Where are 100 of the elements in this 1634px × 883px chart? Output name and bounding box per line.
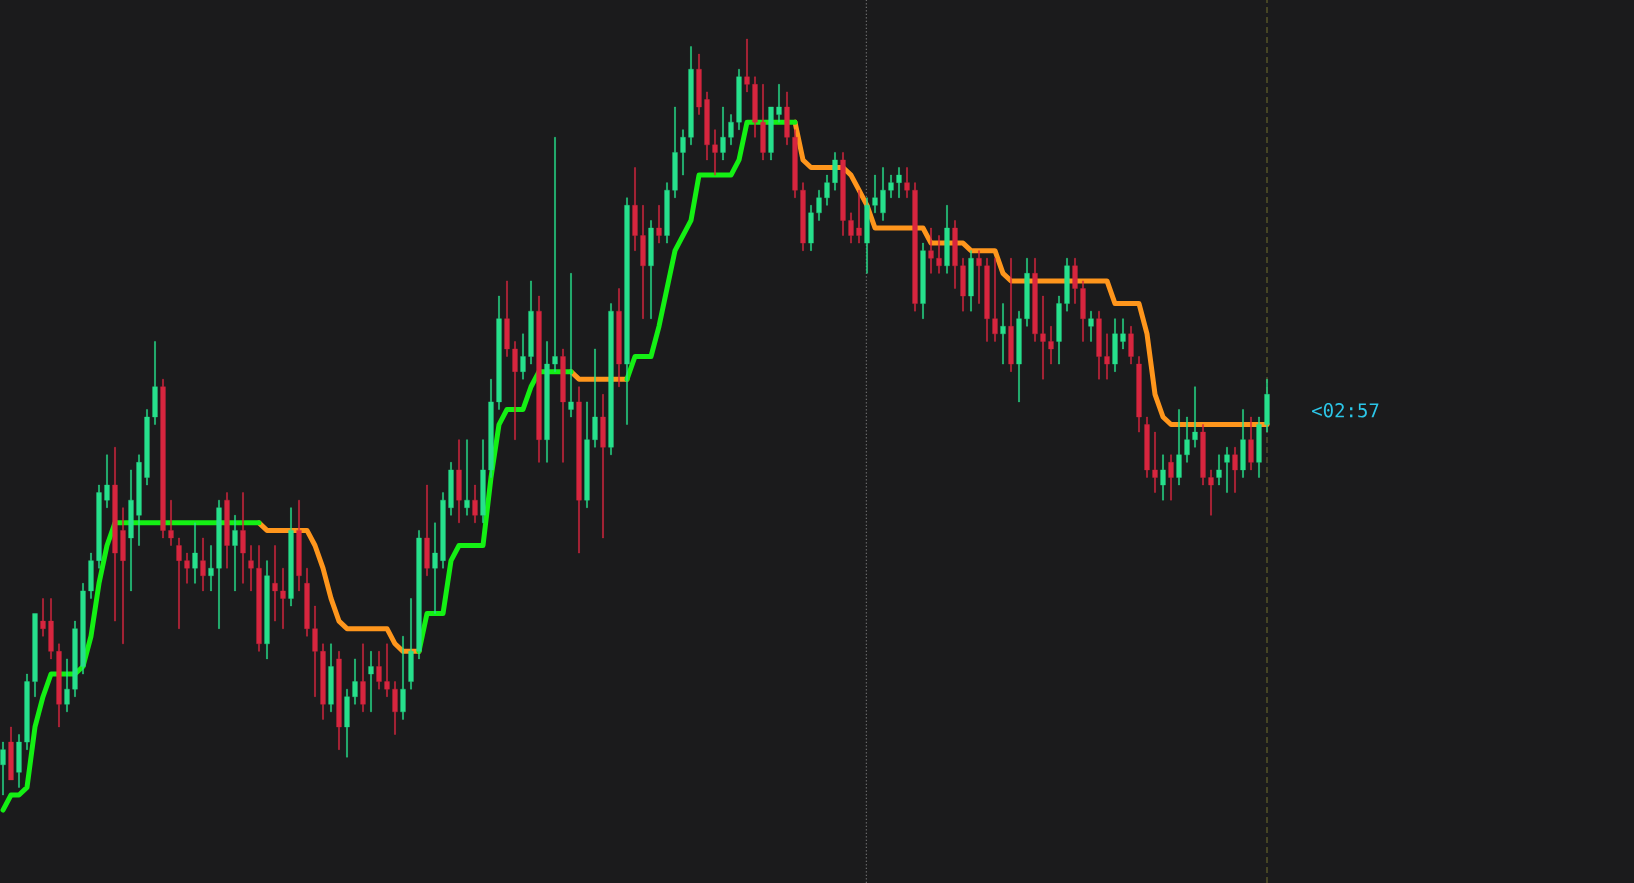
candlestick — [1048, 326, 1054, 365]
candlestick — [192, 522, 198, 584]
candlestick — [184, 552, 190, 584]
candlestick — [344, 688, 350, 758]
candlestick — [104, 454, 110, 508]
candlestick — [728, 114, 734, 146]
candlestick — [368, 651, 374, 713]
candlestick — [1080, 280, 1086, 342]
candlestick — [792, 129, 798, 198]
candlestick — [488, 378, 494, 478]
candlestick — [496, 295, 502, 410]
candlestick — [544, 341, 550, 463]
candlestick — [424, 484, 430, 576]
candlestick — [8, 726, 14, 781]
candlestick — [656, 205, 662, 244]
candlestick — [1216, 454, 1222, 486]
candlestick — [480, 439, 486, 524]
candlestick — [152, 341, 158, 425]
candlestick — [448, 462, 454, 516]
candlestick — [304, 568, 310, 637]
candlestick — [640, 205, 646, 319]
candlestick — [264, 560, 270, 660]
candlestick — [1208, 469, 1214, 516]
candlestick — [992, 258, 998, 342]
candlestick — [72, 620, 78, 697]
candlestick — [248, 545, 254, 592]
candlestick — [56, 643, 62, 728]
candlestick — [736, 69, 742, 130]
candlestick — [112, 447, 118, 622]
candlestick — [984, 258, 990, 342]
candlestick — [320, 643, 326, 720]
candlestick — [552, 137, 558, 372]
candlestick — [128, 469, 134, 592]
candlestick — [824, 174, 830, 206]
candlestick — [32, 613, 38, 697]
candlestick — [160, 378, 166, 539]
candlestick — [224, 492, 230, 569]
candlestick — [816, 189, 822, 221]
candlestick — [600, 394, 606, 539]
candlestick — [1256, 416, 1262, 478]
candlestick — [768, 106, 774, 161]
candlestick — [680, 129, 686, 176]
candlestick — [1248, 416, 1254, 471]
candlestick — [504, 280, 510, 357]
candlestick — [776, 84, 782, 123]
candlestick — [376, 651, 382, 690]
candlestick — [808, 205, 814, 251]
candlestick — [560, 348, 566, 463]
candlestick — [1264, 378, 1270, 433]
candlestick — [744, 38, 750, 93]
candlestick — [880, 167, 886, 221]
candlestick — [16, 734, 22, 788]
candlestick — [1232, 447, 1238, 493]
candlestick — [904, 167, 910, 198]
candlestick — [80, 583, 86, 675]
candlestick — [144, 409, 150, 486]
candlestick — [456, 439, 462, 524]
candlestick — [360, 643, 366, 713]
candlestick — [624, 197, 630, 425]
candlestick — [576, 386, 582, 554]
candlestick — [312, 605, 318, 697]
candlestick — [48, 598, 54, 660]
candlestick — [96, 484, 102, 569]
candlestick — [24, 673, 30, 750]
candlestick — [1072, 258, 1078, 304]
candlestick — [1096, 310, 1102, 380]
candlestick — [176, 537, 182, 629]
candlestick — [760, 84, 766, 161]
candlestick — [520, 333, 526, 380]
candlestick — [976, 250, 982, 304]
candlestick — [240, 492, 246, 584]
candlestick — [712, 129, 718, 176]
candlestick — [296, 499, 302, 592]
candlestick — [1112, 318, 1118, 372]
candlestick — [1240, 409, 1246, 478]
candlestick — [896, 167, 902, 198]
candlestick — [472, 484, 478, 524]
candlestick — [336, 651, 342, 750]
candlestick — [968, 250, 974, 312]
candlestick — [784, 91, 790, 146]
candlestick — [664, 182, 670, 244]
candlestick — [928, 227, 934, 274]
candlestick — [1104, 333, 1110, 380]
candlestick — [400, 636, 406, 720]
text: <02:57 — [1312, 403, 1379, 418]
candlestick — [408, 598, 414, 690]
candlestick — [1088, 310, 1094, 342]
candlestick — [88, 552, 94, 599]
candlestick — [0, 741, 6, 796]
candlestick — [136, 454, 142, 546]
candlestick — [536, 295, 542, 463]
candlestick — [1040, 295, 1046, 380]
candlestick — [864, 197, 870, 274]
candlestick — [952, 220, 958, 289]
candlestick — [1136, 356, 1142, 433]
candlestick — [840, 152, 846, 236]
candlestick — [232, 515, 238, 592]
candlestick — [1000, 303, 1006, 365]
candlestick — [528, 280, 534, 365]
candlestick — [200, 537, 206, 592]
